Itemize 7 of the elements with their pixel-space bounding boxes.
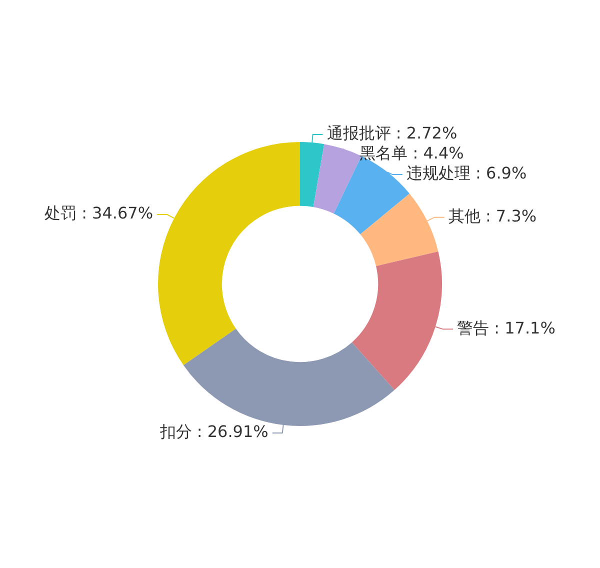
slice-label: 扣分 : 26.91% <box>158 422 268 442</box>
slice-label: 其他 : 7.3% <box>448 206 537 226</box>
slice-label: 警告 : 17.1% <box>457 318 556 338</box>
slice-label: 处罚 : 34.67% <box>44 204 154 223</box>
slice-label: 黑名单 : 4.4% <box>360 144 464 163</box>
slice-label: 通报批评 : 2.72% <box>326 124 458 143</box>
slice-label: 违规处理 : 6.9% <box>406 164 527 183</box>
